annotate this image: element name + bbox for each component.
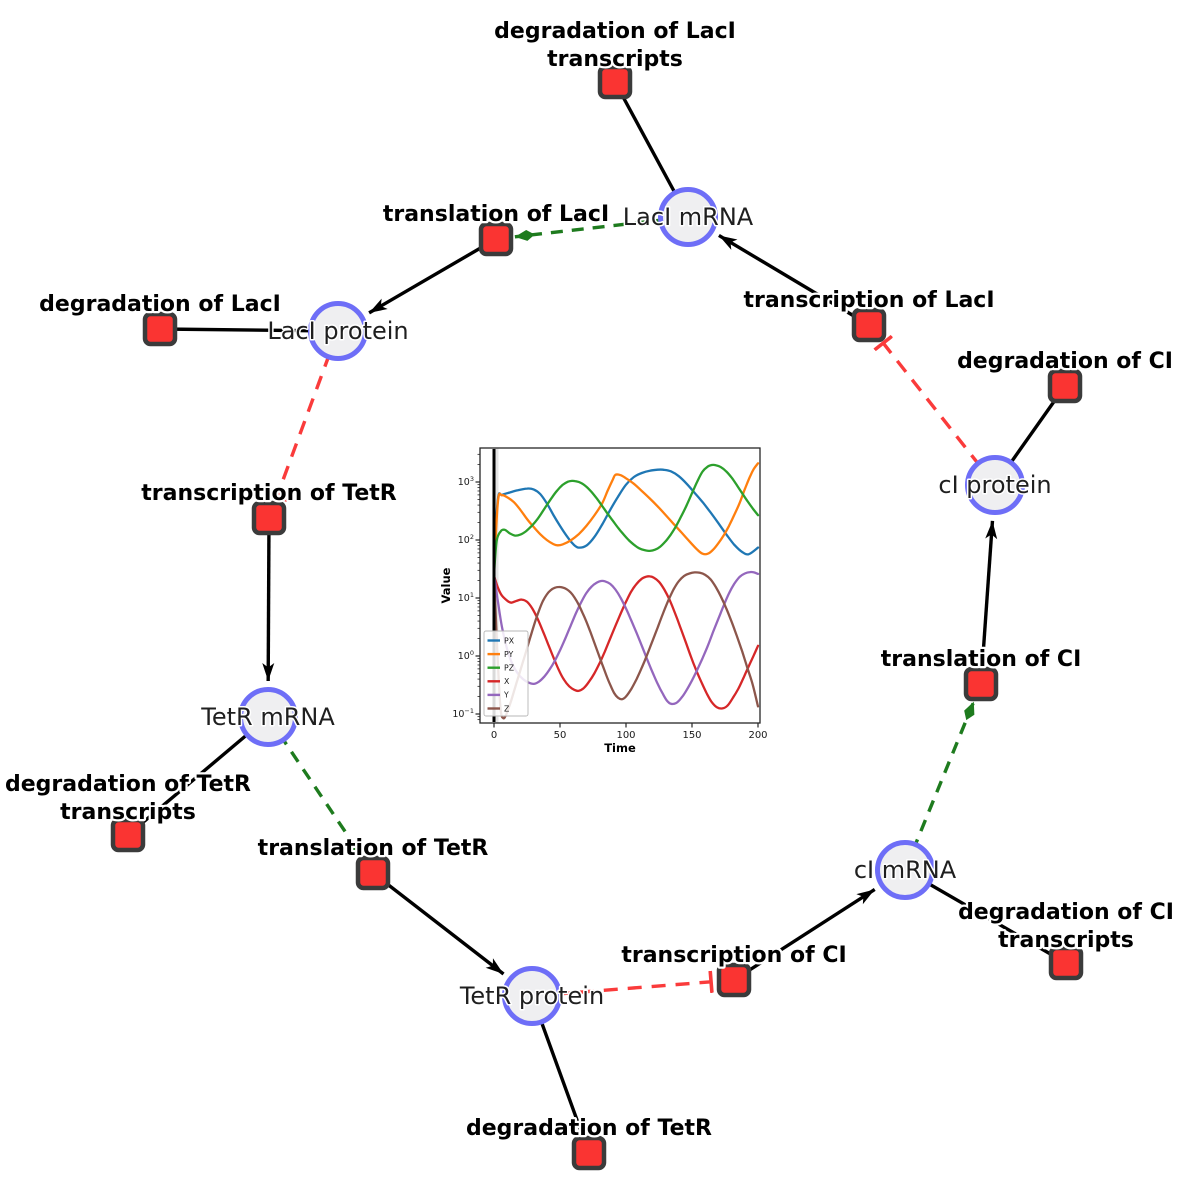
species-circle (308, 301, 368, 361)
species-label-tetr-mrna: TetR mRNA (200, 703, 335, 731)
svg-text:103: 103 (458, 475, 474, 488)
svg-text:100: 100 (458, 649, 474, 662)
reaction-label-degradation-of-ci-transcripts: transcripts (998, 928, 1134, 953)
chart-series-PY (492, 462, 760, 572)
edge-arrow-transcription-of-tetr-to-tetr-mrna (262, 517, 275, 682)
species-circle (238, 687, 298, 747)
reaction-label-translation-of-ci: translation of CI (881, 647, 1082, 672)
inset-chart: 0 50 100 150 20010−1100101102103TimeValuePXP… (439, 432, 782, 770)
chart-axes-box (479, 447, 761, 724)
svg-text:100: 100 (616, 730, 635, 741)
species-label-laci-mrna: LacI mRNA (623, 203, 754, 231)
species-node-tetr-mrna (238, 687, 298, 747)
reaction-label-degradation-of-laci-transcripts: transcripts (547, 47, 683, 72)
species-node-laci-mrna (658, 187, 718, 247)
edge-arrow-translation-of-ci-to-ci-protein (979, 520, 998, 685)
species-label-ci-protein: cI protein (938, 471, 1051, 499)
species-node-tetr-protein (502, 966, 562, 1026)
reaction-label-translation-of-laci: translation of LacI (383, 202, 609, 227)
svg-text:200: 200 (748, 730, 767, 741)
species-label-tetr-protein: TetR protein (459, 982, 604, 1010)
chart-series-PZ (492, 463, 760, 577)
reaction-node-translation-of-tetr (355, 855, 391, 891)
edge-arrow-transcription-of-laci-to-laci-mrna (718, 233, 870, 327)
legend-label-Z: Z (504, 704, 509, 713)
legend-label-PX: PX (504, 636, 515, 645)
reaction-square (597, 64, 633, 100)
reaction-nodes-layer (110, 64, 1084, 1171)
reaction-square (1047, 368, 1083, 404)
reaction-label-transcription-of-tetr: transcription of TetR (141, 481, 397, 506)
chart-ticks: 0 50 100 150 200 10−1 100 101 102 103 (452, 453, 768, 741)
reaction-node-translation-of-ci (963, 666, 999, 702)
reaction-square (716, 962, 752, 998)
reaction-node-transcription-of-tetr (251, 500, 287, 536)
reaction-node-transcription-of-laci (851, 307, 887, 343)
species-node-laci-protein (308, 301, 368, 361)
reaction-square (571, 1135, 607, 1171)
reaction-node-degradation-of-ci-transcripts (1048, 945, 1084, 981)
reaction-node-degradation-of-laci (142, 311, 178, 347)
reaction-square (1048, 945, 1084, 981)
reaction-square (142, 311, 178, 347)
reaction-label-degradation-of-ci-transcripts: degradation of CI (958, 900, 1174, 925)
species-label-ci-mrna: cI mRNA (854, 856, 957, 884)
reaction-square (251, 500, 287, 536)
edge-inhibition-ci-protein-to-transcription-of-laci (883, 343, 997, 487)
legend-label-X: X (504, 677, 510, 686)
reaction-label-degradation-of-tetr-transcripts: transcripts (60, 800, 196, 825)
reaction-label-translation-of-tetr: translation of TetR (258, 836, 489, 861)
reaction-square (851, 307, 887, 343)
reaction-node-translation-of-laci (478, 221, 514, 257)
reaction-node-degradation-of-laci-transcripts (597, 64, 633, 100)
species-circle (965, 455, 1025, 515)
species-circle (875, 840, 935, 900)
edge-arrow-transcription-of-ci-to-ci-mrna (733, 888, 876, 982)
legend-label-Y: Y (503, 691, 509, 700)
reaction-label-transcription-of-laci: transcription of LacI (743, 288, 994, 313)
reaction-label-transcription-of-ci: transcription of CI (621, 943, 846, 968)
species-node-ci-protein (965, 455, 1025, 515)
reaction-label-degradation-of-tetr-transcripts: degradation of TetR (5, 772, 251, 797)
reaction-node-degradation-of-tetr (571, 1135, 607, 1171)
chart-x-axis-label: Time (604, 741, 636, 755)
svg-text:50: 50 (554, 730, 567, 741)
species-circle (502, 966, 562, 1026)
reaction-square (110, 817, 146, 853)
svg-text:10−1: 10−1 (452, 707, 474, 720)
labels-layer: degradation of LacI transcripts translatio… (3, 17, 1176, 1144)
species-circle (658, 187, 718, 247)
reaction-square (355, 855, 391, 891)
species-nodes-layer (238, 187, 1025, 1026)
svg-text:101: 101 (458, 591, 474, 604)
legend-label-PY: PY (504, 650, 514, 659)
edge-arrow-translation-of-laci-to-laci-protein (368, 237, 497, 315)
reaction-node-transcription-of-ci (716, 962, 752, 998)
svg-text:102: 102 (458, 533, 474, 546)
svg-text:150: 150 (682, 730, 701, 741)
reaction-label-degradation-of-ci: degradation of CI (957, 349, 1173, 374)
reaction-label-degradation-of-laci-transcripts: degradation of LacI (494, 19, 736, 44)
chart-legend: PX PY PZ XYZ (483, 630, 529, 717)
edge-line-ci-mrna-to-degradation-of-ci-transcripts (904, 868, 1067, 965)
reaction-label-degradation-of-tetr: degradation of TetR (466, 1116, 712, 1141)
reaction-square (478, 221, 514, 257)
legend-label-PZ: PZ (504, 664, 514, 673)
edge-modifier-ci-mrna-to-translation-of-ci (903, 700, 976, 871)
chart-series-PX (492, 468, 760, 556)
edge-line-tetr-mrna-to-degradation-of-tetr-transcripts (126, 715, 270, 837)
chart-series-layer (492, 462, 760, 720)
species-label-laci-protein: LacI protein (267, 317, 408, 345)
reaction-square (963, 666, 999, 702)
reaction-label-degradation-of-laci: degradation of LacI (39, 292, 281, 317)
reaction-node-degradation-of-ci (1047, 368, 1083, 404)
species-node-ci-mrna (875, 840, 935, 900)
chart-series-Y (492, 570, 760, 706)
svg-text:0: 0 (491, 730, 497, 741)
chart-y-axis-label: Value (439, 567, 453, 603)
edge-arrow-translation-of-tetr-to-tetr-protein (371, 871, 505, 976)
reaction-node-degradation-of-tetr-transcripts (110, 817, 146, 853)
